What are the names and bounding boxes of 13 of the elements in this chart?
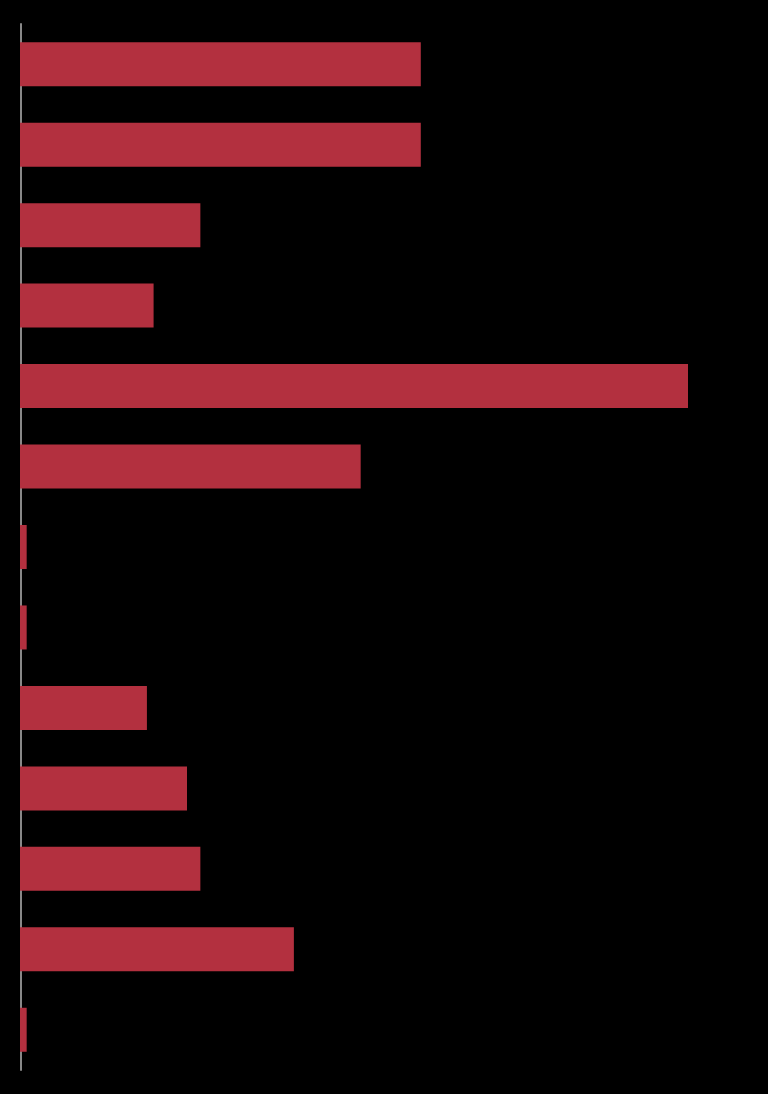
bar (20, 283, 154, 328)
bar (20, 42, 421, 87)
bar (20, 766, 187, 811)
bar (20, 525, 27, 569)
bar (20, 927, 294, 972)
bar (20, 364, 688, 409)
bar (20, 1007, 27, 1052)
bar (20, 444, 361, 489)
bar (20, 685, 147, 730)
bar (20, 203, 201, 248)
bar (20, 605, 27, 650)
bar (20, 122, 421, 167)
bar (20, 846, 201, 891)
